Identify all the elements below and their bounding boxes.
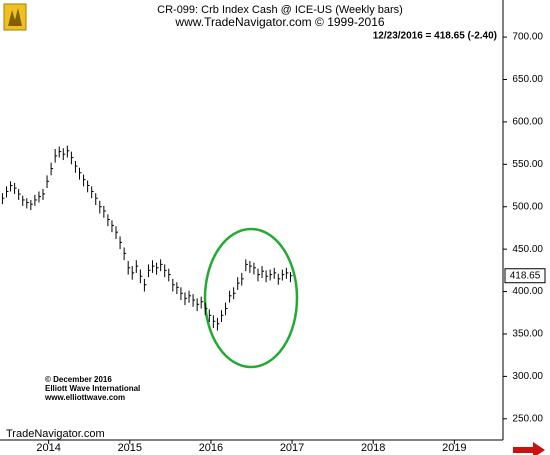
last-price-label: 418.65: [510, 270, 541, 281]
logo: [3, 3, 27, 31]
last-price-box: [504, 268, 546, 284]
y-tick-label: 600.00: [512, 117, 543, 128]
last-quote: 12/23/2016 = 418.65 (-2.40): [373, 31, 497, 42]
y-tick-label: 500.00: [512, 201, 543, 212]
source: TradeNavigator.com: [6, 428, 105, 440]
y-tick-label: 550.00: [512, 159, 543, 170]
copyright-line: Elliott Wave International: [45, 384, 140, 393]
y-tick-label: 400.00: [512, 286, 543, 297]
copyright-line: www.elliottwave.com: [44, 393, 125, 402]
x-tick-label: 2019: [442, 442, 466, 454]
x-tick-label: 2014: [36, 442, 60, 454]
y-tick-label: 650.00: [512, 74, 543, 85]
chart-title: CR-099: Crb Index Cash @ ICE-US (Weekly …: [157, 4, 403, 16]
chart-subtitle: www.TradeNavigator.com © 1999-2016: [174, 15, 384, 29]
x-tick-label: 2017: [280, 442, 304, 454]
x-tick-label: 2016: [199, 442, 223, 454]
scroll-arrow[interactable]: [513, 442, 545, 455]
x-tick-label: 2018: [361, 442, 385, 454]
y-tick-label: 300.00: [512, 371, 543, 382]
y-tick-label: 700.00: [512, 32, 543, 43]
y-tick-label: 450.00: [512, 244, 543, 255]
highlight-ellipse: [203, 227, 299, 369]
copyright-line: © December 2016: [45, 375, 112, 384]
y-tick-label: 250.00: [512, 413, 543, 424]
x-tick-label: 2015: [118, 442, 142, 454]
y-tick-label: 350.00: [512, 329, 543, 340]
